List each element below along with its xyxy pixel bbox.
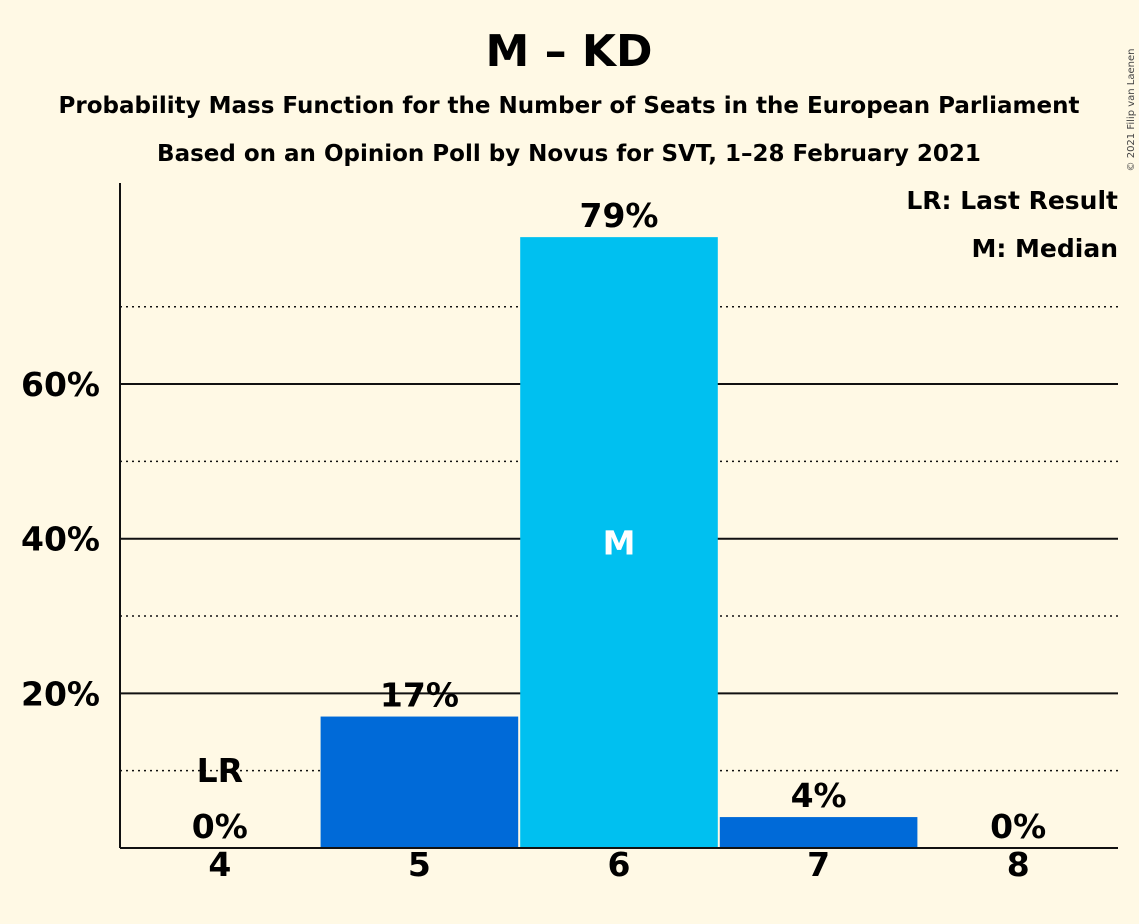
copyright-notice: © 2021 Filip van Laenen (1126, 49, 1137, 172)
bar-value-label-4: 0% (192, 807, 248, 846)
chart-subtitle-1: Probability Mass Function for the Number… (59, 93, 1080, 119)
bar-value-label-5: 17% (380, 676, 459, 715)
bars (320, 237, 918, 848)
median-marker: M (603, 524, 636, 563)
last-result-marker: LR (197, 751, 243, 790)
y-tick-label-20: 20% (21, 674, 100, 713)
bar-seats-6 (520, 237, 718, 848)
bar-seats-5 (320, 716, 519, 848)
y-tick-label-60: 60% (21, 365, 100, 404)
x-tick-label-4: 4 (208, 845, 231, 884)
chart-subtitle-2: Based on an Opinion Poll by Novus for SV… (157, 141, 981, 167)
x-tick-label-6: 6 (608, 845, 631, 884)
bar-value-label-7: 4% (791, 776, 847, 815)
x-tick-label-8: 8 (1007, 845, 1030, 884)
bar-value-label-6: 79% (580, 196, 659, 235)
bar-seats-7 (719, 817, 918, 848)
bar-value-label-8: 0% (990, 807, 1046, 846)
x-tick-label-5: 5 (408, 845, 431, 884)
y-tick-label-40: 40% (21, 520, 100, 559)
axes (119, 183, 1118, 849)
legend-entry-median: M: Median (971, 234, 1118, 263)
legend-entry-last-result: LR: Last Result (906, 186, 1118, 215)
chart-title: M – KD (485, 26, 652, 77)
x-tick-label-7: 7 (807, 845, 830, 884)
